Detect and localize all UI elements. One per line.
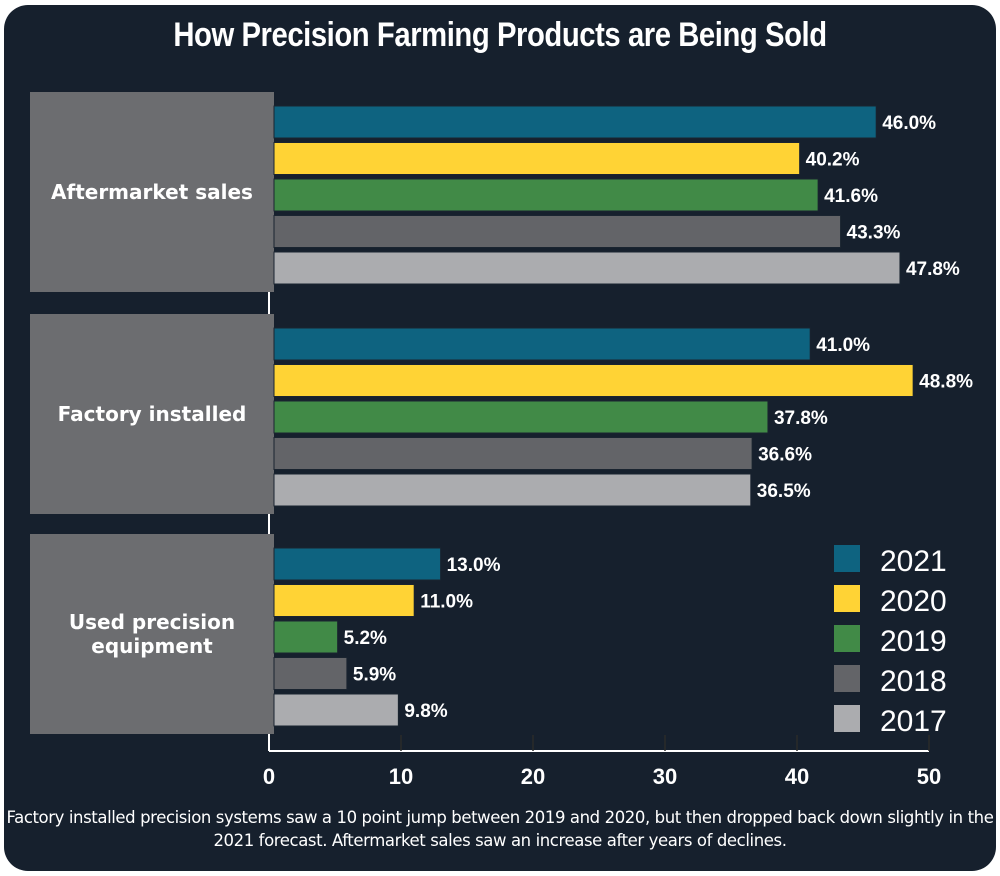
data-label: 36.5% [757, 481, 811, 502]
bar [273, 547, 442, 581]
legend-swatch-2019 [834, 625, 860, 652]
data-label: 48.8% [919, 372, 973, 393]
data-label: 41.0% [816, 335, 870, 356]
data-label: 43.3% [847, 223, 901, 244]
data-label: 11.0% [420, 592, 473, 613]
bar [273, 327, 811, 361]
category-label: Aftermarket sales [51, 180, 253, 204]
legend-label-2018: 2018 [880, 665, 947, 698]
legend-swatch-2017 [834, 705, 860, 732]
data-label: 9.8% [404, 701, 447, 722]
bar [273, 693, 399, 727]
x-tick-label: 0 [263, 764, 275, 789]
bar [273, 215, 842, 248]
bar [273, 584, 415, 617]
data-label: 5.2% [344, 628, 387, 649]
chart-caption: Factory installed precision systems saw … [6, 808, 994, 850]
legend-label-2020: 2020 [880, 585, 947, 618]
legend-label-2021: 2021 [880, 545, 947, 578]
legend-swatch-2018 [834, 665, 860, 692]
category-box [30, 92, 274, 292]
x-tick-label: 40 [785, 764, 809, 789]
x-tick-label: 50 [917, 764, 941, 789]
x-tick-label: 10 [389, 764, 413, 789]
chart-title: How Precision Farming Products are Being… [173, 16, 827, 54]
category-label: Factory installed [58, 402, 247, 426]
category-box [30, 534, 274, 734]
legend-label-2017: 2017 [880, 705, 947, 738]
legend-swatch-2021 [834, 545, 860, 572]
data-label: 36.6% [758, 445, 812, 466]
data-label: 47.8% [906, 259, 960, 280]
bar [273, 251, 901, 285]
x-tick-label: 30 [653, 764, 677, 789]
data-label: 5.9% [353, 665, 396, 686]
bar [273, 620, 339, 654]
data-label: 37.8% [774, 408, 828, 429]
bar [273, 142, 801, 175]
bar [273, 105, 877, 139]
category-label: Used precision [69, 610, 235, 634]
bar [273, 400, 769, 434]
bar [273, 473, 752, 507]
data-label: 46.0% [882, 113, 936, 134]
bar [273, 364, 914, 397]
category-box [30, 314, 274, 514]
category-label: equipment [91, 634, 213, 658]
data-label: 41.6% [824, 186, 878, 207]
bar [273, 178, 819, 212]
bar [273, 657, 348, 690]
data-label: 40.2% [806, 150, 860, 171]
legend-swatch-2020 [834, 585, 860, 612]
bar [273, 437, 753, 470]
legend-label-2019: 2019 [880, 625, 947, 658]
x-tick-label: 20 [521, 764, 545, 789]
data-label: 13.0% [447, 555, 501, 576]
